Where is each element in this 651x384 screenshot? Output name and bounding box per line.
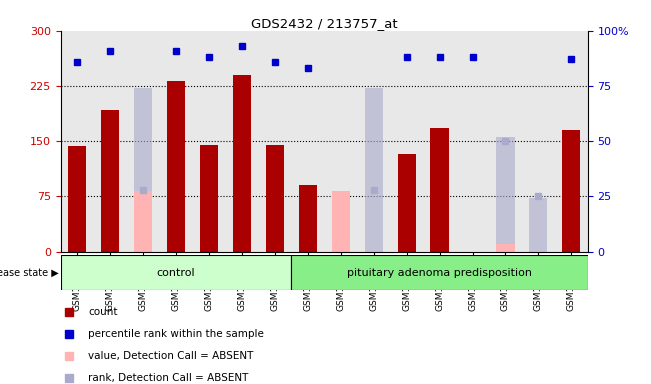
Bar — [61, 255, 291, 290]
Bar — [497, 137, 514, 252]
Bar — [331, 191, 350, 252]
Text: count: count — [88, 306, 117, 316]
Bar — [233, 75, 251, 252]
Bar — [291, 255, 588, 290]
Text: disease state ▶: disease state ▶ — [0, 268, 59, 278]
Bar — [562, 130, 581, 252]
Bar — [134, 191, 152, 252]
Text: value, Detection Call = ABSENT: value, Detection Call = ABSENT — [88, 351, 253, 361]
Text: pituitary adenoma predisposition: pituitary adenoma predisposition — [347, 268, 532, 278]
Bar — [167, 81, 185, 252]
Title: GDS2432 / 213757_at: GDS2432 / 213757_at — [251, 17, 398, 30]
Bar — [398, 154, 415, 252]
Bar — [266, 145, 284, 252]
Bar — [365, 88, 383, 252]
Text: rank, Detection Call = ABSENT: rank, Detection Call = ABSENT — [88, 373, 248, 383]
Bar — [430, 128, 449, 252]
Bar — [299, 185, 317, 252]
Bar — [101, 110, 119, 252]
Bar — [529, 198, 547, 252]
Bar — [134, 88, 152, 252]
Bar — [497, 244, 514, 252]
Bar — [200, 145, 218, 252]
Text: percentile rank within the sample: percentile rank within the sample — [88, 329, 264, 339]
Bar — [68, 146, 86, 252]
Text: control: control — [157, 268, 195, 278]
